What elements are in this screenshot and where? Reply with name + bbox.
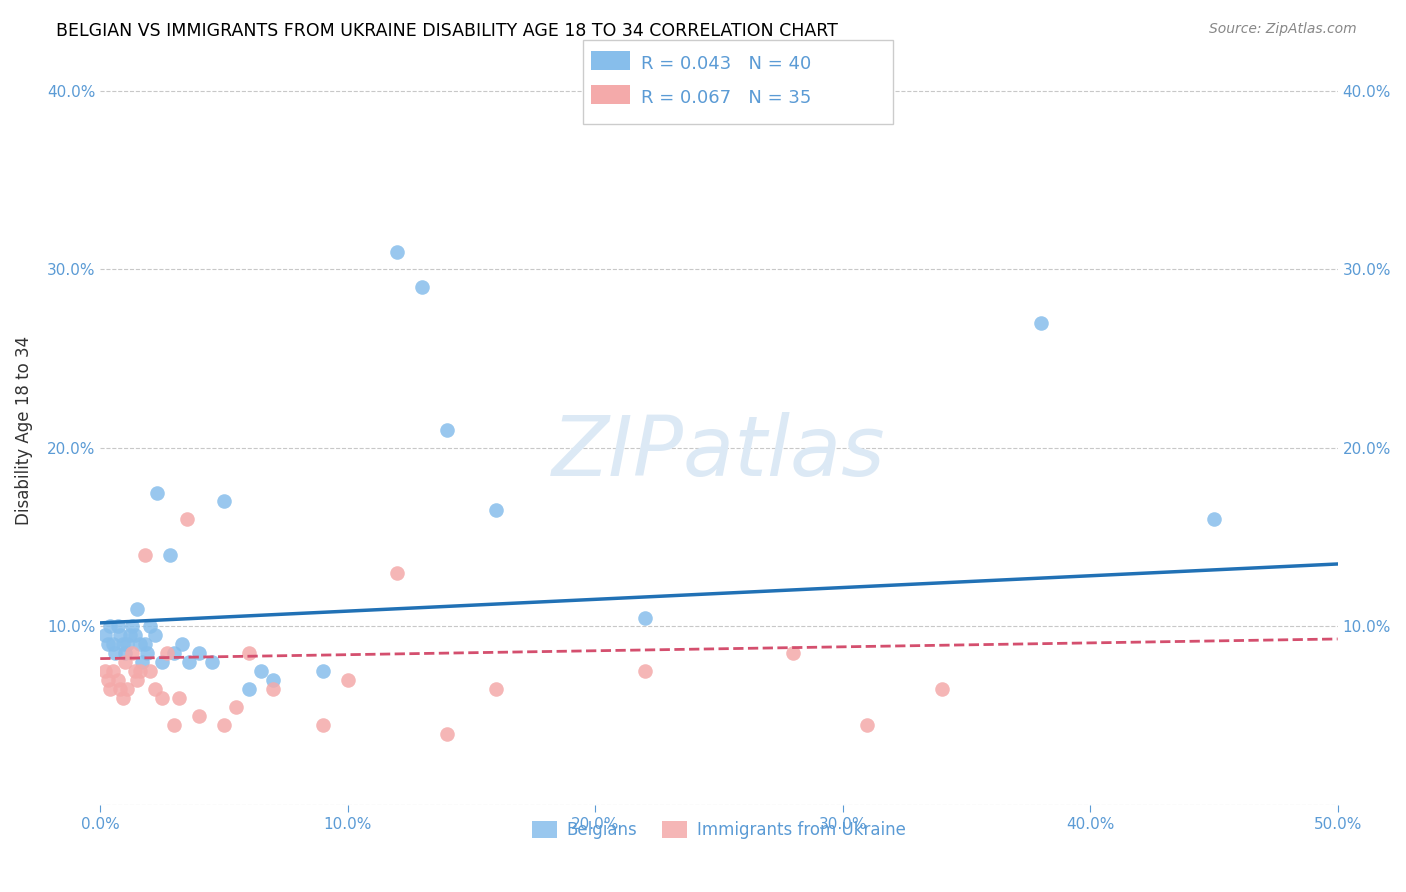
Point xyxy=(225,699,247,714)
Point xyxy=(176,512,198,526)
Point xyxy=(127,601,149,615)
Point xyxy=(150,655,173,669)
Point xyxy=(163,646,186,660)
Point xyxy=(634,664,657,678)
Point xyxy=(98,619,121,633)
Point xyxy=(94,628,117,642)
Point xyxy=(121,646,143,660)
Point xyxy=(238,646,260,660)
Point xyxy=(163,717,186,731)
Point xyxy=(143,681,166,696)
Point xyxy=(782,646,804,660)
Point xyxy=(94,664,117,678)
Point xyxy=(127,673,149,687)
Text: ZIPatlas: ZIPatlas xyxy=(553,412,886,493)
Point xyxy=(104,646,127,660)
Y-axis label: Disability Age 18 to 34: Disability Age 18 to 34 xyxy=(15,335,32,524)
Point xyxy=(111,690,134,705)
Point xyxy=(146,485,169,500)
Point xyxy=(121,619,143,633)
Point xyxy=(108,681,131,696)
Point xyxy=(150,690,173,705)
Point xyxy=(143,628,166,642)
Point xyxy=(634,610,657,624)
Point xyxy=(238,681,260,696)
Text: R = 0.067   N = 35: R = 0.067 N = 35 xyxy=(641,89,811,107)
Point xyxy=(114,646,136,660)
Point xyxy=(179,655,201,669)
Point xyxy=(387,244,409,259)
Point xyxy=(101,664,124,678)
Point xyxy=(117,681,139,696)
Point xyxy=(250,664,273,678)
Point xyxy=(169,690,191,705)
Point xyxy=(931,681,953,696)
Point xyxy=(485,681,508,696)
Text: R = 0.043   N = 40: R = 0.043 N = 40 xyxy=(641,55,811,73)
Point xyxy=(1202,512,1225,526)
Point xyxy=(128,637,150,651)
Point xyxy=(159,548,181,562)
Point xyxy=(124,628,146,642)
Point xyxy=(131,655,153,669)
Point xyxy=(156,646,179,660)
Point xyxy=(107,619,129,633)
Text: BELGIAN VS IMMIGRANTS FROM UKRAINE DISABILITY AGE 18 TO 34 CORRELATION CHART: BELGIAN VS IMMIGRANTS FROM UKRAINE DISAB… xyxy=(56,22,838,40)
Point xyxy=(114,655,136,669)
Point xyxy=(117,637,139,651)
Point xyxy=(436,726,458,740)
Point xyxy=(1029,316,1052,330)
Point xyxy=(97,673,120,687)
Point xyxy=(212,717,235,731)
Point xyxy=(128,664,150,678)
Point xyxy=(212,494,235,508)
Point xyxy=(134,637,156,651)
Point xyxy=(411,280,433,294)
Legend: Belgians, Immigrants from Ukraine: Belgians, Immigrants from Ukraine xyxy=(524,814,912,846)
Point xyxy=(136,646,159,660)
Point xyxy=(485,503,508,517)
Point xyxy=(387,566,409,580)
Point xyxy=(263,673,285,687)
Point xyxy=(312,717,335,731)
Point xyxy=(97,637,120,651)
Point xyxy=(118,628,141,642)
Point xyxy=(436,423,458,437)
Point xyxy=(101,637,124,651)
Point xyxy=(98,681,121,696)
Point xyxy=(124,664,146,678)
Point xyxy=(108,628,131,642)
Point xyxy=(139,619,162,633)
Text: Source: ZipAtlas.com: Source: ZipAtlas.com xyxy=(1209,22,1357,37)
Point xyxy=(188,708,211,723)
Point xyxy=(111,637,134,651)
Point xyxy=(263,681,285,696)
Point xyxy=(134,548,156,562)
Point xyxy=(139,664,162,678)
Point xyxy=(312,664,335,678)
Point xyxy=(336,673,359,687)
Point xyxy=(170,637,193,651)
Point xyxy=(107,673,129,687)
Point xyxy=(856,717,879,731)
Point xyxy=(201,655,224,669)
Point xyxy=(188,646,211,660)
